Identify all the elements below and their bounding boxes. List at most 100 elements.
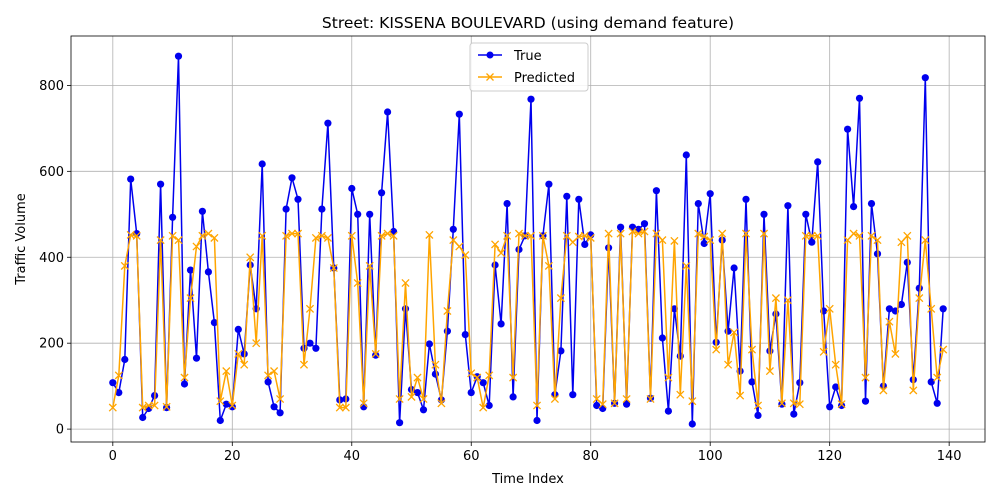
data-point-true xyxy=(258,160,266,168)
data-point-true xyxy=(706,190,714,198)
data-point-true xyxy=(174,52,183,60)
data-point-predicted xyxy=(652,229,661,238)
data-point-true xyxy=(682,151,690,159)
y-tick-label: 400 xyxy=(39,251,64,266)
data-point-true xyxy=(575,195,583,203)
data-point-true xyxy=(425,340,433,348)
data-point-true xyxy=(372,351,380,359)
data-point-predicted xyxy=(664,373,673,382)
data-point-predicted xyxy=(359,399,368,408)
data-point-predicted xyxy=(419,394,428,404)
data-point-true xyxy=(419,406,428,414)
data-point-predicted xyxy=(353,278,362,288)
data-point-true xyxy=(497,320,505,328)
data-point-true xyxy=(658,334,667,342)
data-point-true xyxy=(903,258,911,266)
data-point-true xyxy=(688,420,696,428)
data-point-predicted xyxy=(431,360,440,369)
data-point-predicted xyxy=(491,240,500,249)
data-point-predicted xyxy=(240,360,249,369)
data-point-true xyxy=(455,110,463,118)
data-point-predicted xyxy=(347,231,356,240)
data-point-predicted xyxy=(449,236,458,245)
data-point-predicted xyxy=(867,231,876,240)
data-point-true xyxy=(222,400,230,408)
data-point-predicted xyxy=(413,373,422,382)
data-point-predicted xyxy=(897,238,906,247)
legend-predicted-marker xyxy=(486,73,494,81)
data-point-predicted xyxy=(311,233,320,242)
data-point-predicted xyxy=(234,349,243,358)
data-point-predicted xyxy=(765,367,774,376)
data-point-predicted xyxy=(371,349,380,358)
data-point-predicted xyxy=(885,317,894,326)
data-point-predicted xyxy=(831,360,840,369)
data-point-true xyxy=(318,205,326,213)
data-point-true xyxy=(348,184,356,193)
data-point-true xyxy=(772,310,780,318)
data-point-predicted xyxy=(777,399,786,408)
data-point-predicted xyxy=(186,294,195,303)
data-point-predicted xyxy=(383,229,392,238)
data-point-true xyxy=(640,220,649,228)
data-point-true xyxy=(282,205,290,213)
data-point-predicted xyxy=(264,371,273,380)
data-point-predicted xyxy=(204,229,213,238)
data-point-predicted xyxy=(741,229,751,238)
data-point-predicted xyxy=(819,347,828,356)
data-point-true xyxy=(461,331,469,339)
data-point-predicted xyxy=(544,261,553,270)
data-point-true xyxy=(790,410,798,418)
data-point-true xyxy=(324,119,332,127)
data-point-predicted xyxy=(801,231,810,240)
data-point-true xyxy=(288,174,296,182)
data-point-predicted xyxy=(287,229,297,238)
y-tick-label: 600 xyxy=(39,165,64,180)
data-point-true xyxy=(664,407,673,415)
data-point-true xyxy=(180,380,189,388)
data-point-predicted xyxy=(299,360,309,369)
data-point-true xyxy=(855,94,864,102)
data-point-predicted xyxy=(759,229,769,238)
data-point-predicted xyxy=(843,236,852,245)
data-point-predicted xyxy=(861,373,870,382)
x-tick-label: 40 xyxy=(343,449,360,464)
data-point-true xyxy=(652,187,661,195)
data-point-predicted xyxy=(676,390,685,399)
data-point-predicted xyxy=(114,371,123,380)
data-point-predicted xyxy=(222,367,231,376)
data-point-predicted xyxy=(694,229,703,238)
data-point-predicted xyxy=(825,304,834,313)
data-point-true xyxy=(485,401,493,410)
data-point-true xyxy=(796,379,804,387)
data-point-predicted xyxy=(365,261,374,270)
data-point-true xyxy=(384,108,392,116)
series-line-predicted xyxy=(112,230,944,409)
x-tick-label: 20 xyxy=(224,449,241,464)
x-tick-label: 60 xyxy=(463,449,480,464)
data-point-predicted xyxy=(771,294,780,303)
data-point-true xyxy=(121,355,129,364)
data-point-predicted xyxy=(467,369,476,378)
data-point-predicted xyxy=(628,227,637,236)
data-point-predicted xyxy=(323,233,332,242)
data-point-true xyxy=(730,264,738,272)
data-point-predicted xyxy=(341,403,350,412)
data-point-true xyxy=(413,389,422,397)
data-point-predicted xyxy=(138,403,147,412)
data-point-predicted xyxy=(939,345,948,354)
series-predicted xyxy=(108,227,948,412)
data-point-predicted xyxy=(461,251,470,260)
data-point-true xyxy=(850,203,858,211)
data-point-true xyxy=(915,284,923,292)
x-tick-label: 140 xyxy=(937,449,962,464)
data-point-true xyxy=(700,239,708,248)
data-point-predicted xyxy=(198,231,207,240)
data-point-predicted xyxy=(503,231,512,240)
data-point-predicted xyxy=(526,231,536,240)
data-point-true xyxy=(270,403,278,411)
data-point-predicted xyxy=(909,386,918,395)
data-point-predicted xyxy=(395,394,404,404)
data-point-true xyxy=(264,378,272,386)
data-point-true xyxy=(826,403,834,411)
